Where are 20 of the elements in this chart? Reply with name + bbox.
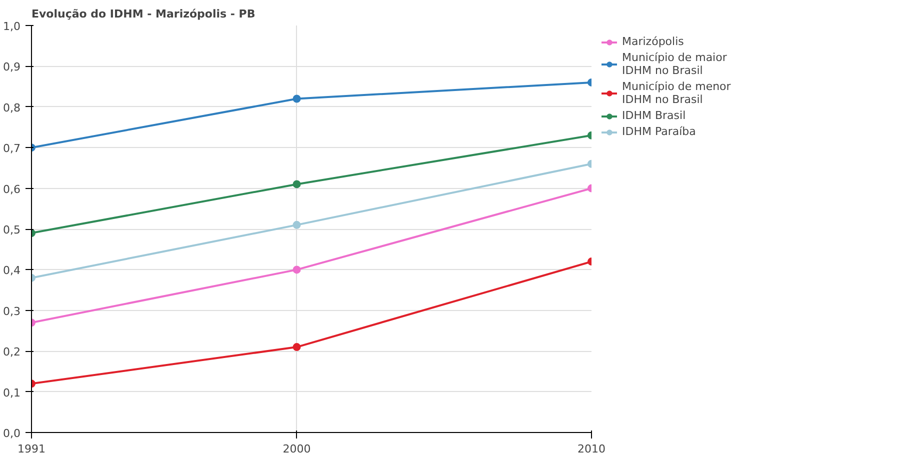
x-tick-label: 1991 xyxy=(18,442,46,456)
x-tick-label: 2010 xyxy=(578,442,606,456)
y-tick-label: 0,2 xyxy=(3,346,21,359)
y-tick-label: 0,7 xyxy=(3,142,21,156)
y-tick-label: 0,5 xyxy=(3,224,21,236)
x-tick-label: 2000 xyxy=(282,442,311,456)
legend-label: IDHM Brasil xyxy=(622,109,686,122)
y-tick-label: 0,8 xyxy=(3,101,21,114)
y-tick-label: 0,6 xyxy=(3,182,21,196)
y-tick-label: 0,1 xyxy=(3,386,21,400)
y-tick-label: 0,9 xyxy=(3,60,21,74)
legend-label: IDHM Paraíba xyxy=(622,125,696,138)
chart-title: Evolução do IDHM - Marizópolis - PB xyxy=(32,8,256,20)
legend-label: Marizópolis xyxy=(622,35,684,48)
legend-label: Município de menor IDHM no Brasil xyxy=(622,80,731,106)
y-tick-label: 0,0 xyxy=(3,427,21,440)
y-tick-label: 0,4 xyxy=(3,264,21,278)
legend-label: Município de maior IDHM no Brasil xyxy=(622,51,727,77)
y-tick-label: 1,0 xyxy=(3,20,21,33)
y-tick-label: 0,3 xyxy=(3,304,21,318)
